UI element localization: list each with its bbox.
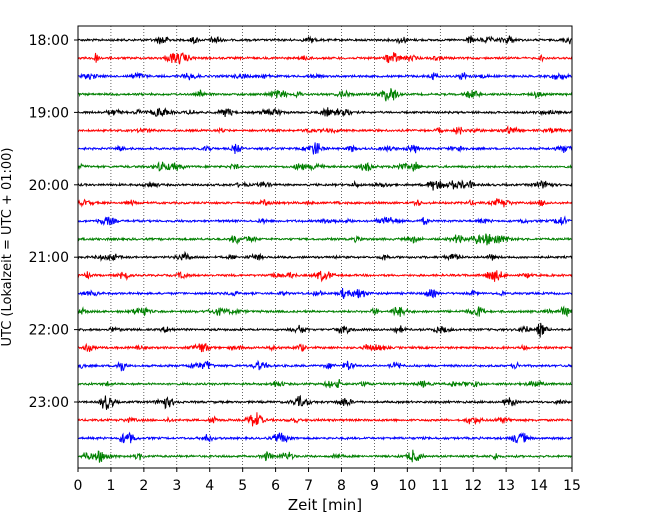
x-tick-label: 3 [172, 478, 181, 494]
x-axis-ticks: 0 1 2 3 4 5 6 7 8 9 10 11 12 13 14 15 [74, 468, 581, 494]
x-tick-label: 9 [370, 478, 379, 494]
trace-line [77, 71, 573, 81]
trace-line [77, 305, 573, 318]
trace-line [77, 125, 573, 135]
trace-line [77, 161, 573, 172]
y-axis-label: UTC (Lokalzeit = UTC + 01:00) [0, 148, 15, 347]
x-tick-label: 11 [431, 478, 449, 494]
trace-line [77, 342, 573, 353]
trace-line [77, 449, 573, 463]
trace-line [77, 198, 573, 208]
trace-line [77, 359, 573, 372]
x-tick-label: 12 [464, 478, 482, 494]
x-tick-label: 10 [398, 478, 416, 494]
trace-line [77, 378, 573, 389]
trace-line [77, 52, 573, 65]
trace-line [77, 270, 573, 283]
y-tick-label: 22:00 [29, 323, 69, 339]
x-tick-label: 1 [106, 478, 115, 494]
y-axis-ticks: 18:00 19:00 20:00 21:00 22:00 23:00 [29, 33, 78, 411]
x-tick-label: 0 [74, 478, 83, 494]
trace-line [77, 394, 573, 410]
trace-line [77, 107, 573, 118]
x-tick-label: 14 [530, 478, 548, 494]
trace-line [77, 179, 573, 191]
trace-line [77, 431, 573, 444]
trace-line [77, 250, 573, 263]
x-tick-label: 8 [337, 478, 346, 494]
y-tick-label: 19:00 [29, 105, 69, 121]
x-tick-label: 13 [497, 478, 515, 494]
trace-line [77, 233, 573, 246]
x-tick-label: 4 [205, 478, 214, 494]
trace-line [77, 288, 573, 299]
y-tick-label: 23:00 [29, 395, 69, 411]
x-tick-label: 2 [139, 478, 148, 494]
x-axis-label: Zeit [min] [288, 496, 362, 514]
trace-line [77, 88, 573, 102]
x-tick-label: 15 [563, 478, 581, 494]
y-tick-label: 20:00 [29, 178, 69, 194]
trace-line [77, 35, 573, 45]
trace-line [77, 142, 573, 155]
x-tick-label: 5 [238, 478, 247, 494]
plot-frame [77, 25, 573, 469]
trace-line [77, 215, 573, 227]
x-tick-label: 7 [304, 478, 313, 494]
x-tick-label: 6 [271, 478, 280, 494]
y-tick-label: 21:00 [29, 250, 69, 266]
trace-line [77, 412, 573, 427]
traces [77, 35, 573, 463]
y-tick-label: 18:00 [29, 33, 69, 49]
trace-line [77, 322, 573, 338]
